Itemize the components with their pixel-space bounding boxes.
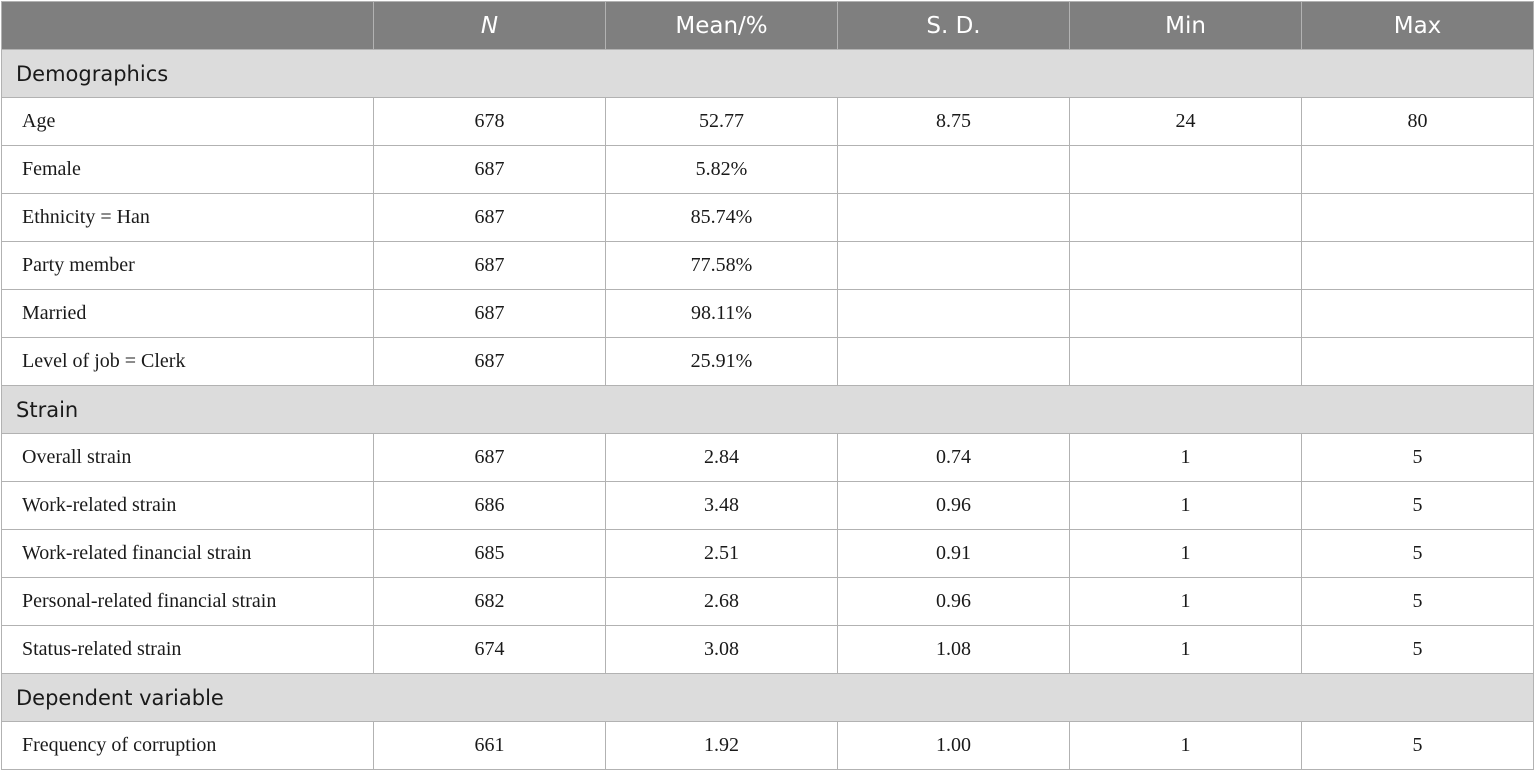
cell-max: 5 (1301, 481, 1534, 530)
cell-mean: 98.11% (605, 289, 838, 338)
row-label: Female (1, 145, 374, 194)
table-row: Status-related strain 674 3.08 1.08 1 5 (1, 625, 1534, 674)
row-label: Level of job = Clerk (1, 337, 374, 386)
cell-max: 5 (1301, 577, 1534, 626)
cell-min: 1 (1069, 721, 1302, 770)
header-cell-sd: S. D. (837, 1, 1070, 50)
header-cell-min: Min (1069, 1, 1302, 50)
row-label: Work-related financial strain (1, 529, 374, 578)
cell-mean: 2.68 (605, 577, 838, 626)
cell-sd: 1.00 (837, 721, 1070, 770)
row-label: Overall strain (1, 433, 374, 482)
cell-sd (837, 193, 1070, 242)
row-label: Frequency of corruption (1, 721, 374, 770)
section-row-demographics: Demographics (1, 49, 1534, 98)
cell-n: 682 (373, 577, 606, 626)
cell-mean: 5.82% (605, 145, 838, 194)
cell-min (1069, 241, 1302, 290)
header-cell-max: Max (1301, 1, 1534, 50)
cell-max (1301, 241, 1534, 290)
row-label: Work-related strain (1, 481, 374, 530)
section-title: Strain (1, 385, 1534, 434)
cell-sd: 1.08 (837, 625, 1070, 674)
cell-min: 1 (1069, 625, 1302, 674)
cell-max: 5 (1301, 625, 1534, 674)
header-row: N Mean/% S. D. Min Max (1, 1, 1534, 50)
row-label: Personal-related financial strain (1, 577, 374, 626)
cell-n: 686 (373, 481, 606, 530)
cell-max (1301, 337, 1534, 386)
cell-max (1301, 145, 1534, 194)
cell-n: 687 (373, 145, 606, 194)
table-row: Frequency of corruption 661 1.92 1.00 1 … (1, 721, 1534, 770)
cell-sd: 8.75 (837, 97, 1070, 146)
table-row: Work-related financial strain 685 2.51 0… (1, 529, 1534, 578)
cell-min: 24 (1069, 97, 1302, 146)
cell-sd: 0.96 (837, 577, 1070, 626)
cell-n: 685 (373, 529, 606, 578)
row-label: Age (1, 97, 374, 146)
row-label: Status-related strain (1, 625, 374, 674)
cell-n: 687 (373, 337, 606, 386)
cell-n: 674 (373, 625, 606, 674)
section-title: Demographics (1, 49, 1534, 98)
cell-max: 5 (1301, 433, 1534, 482)
cell-min (1069, 337, 1302, 386)
row-label: Party member (1, 241, 374, 290)
cell-max (1301, 289, 1534, 338)
cell-sd (837, 289, 1070, 338)
table-row: Female 687 5.82% (1, 145, 1534, 194)
cell-sd (837, 145, 1070, 194)
cell-n: 687 (373, 241, 606, 290)
cell-min (1069, 145, 1302, 194)
section-title: Dependent variable (1, 673, 1534, 722)
table-row: Overall strain 687 2.84 0.74 1 5 (1, 433, 1534, 482)
cell-max: 5 (1301, 529, 1534, 578)
cell-min (1069, 193, 1302, 242)
cell-mean: 1.92 (605, 721, 838, 770)
cell-n: 687 (373, 433, 606, 482)
cell-max: 5 (1301, 721, 1534, 770)
header-cell-n: N (373, 1, 606, 50)
cell-n: 678 (373, 97, 606, 146)
cell-min: 1 (1069, 529, 1302, 578)
row-label: Ethnicity = Han (1, 193, 374, 242)
cell-mean: 52.77 (605, 97, 838, 146)
table-row: Work-related strain 686 3.48 0.96 1 5 (1, 481, 1534, 530)
cell-mean: 2.51 (605, 529, 838, 578)
cell-sd: 0.91 (837, 529, 1070, 578)
table-row: Ethnicity = Han 687 85.74% (1, 193, 1534, 242)
section-row-strain: Strain (1, 385, 1534, 434)
cell-min: 1 (1069, 577, 1302, 626)
cell-n: 661 (373, 721, 606, 770)
cell-min (1069, 289, 1302, 338)
cell-n: 687 (373, 289, 606, 338)
table-row: Personal-related financial strain 682 2.… (1, 577, 1534, 626)
cell-mean: 2.84 (605, 433, 838, 482)
cell-max: 80 (1301, 97, 1534, 146)
cell-mean: 3.08 (605, 625, 838, 674)
cell-mean: 77.58% (605, 241, 838, 290)
cell-mean: 3.48 (605, 481, 838, 530)
cell-sd: 0.74 (837, 433, 1070, 482)
section-row-dependent-variable: Dependent variable (1, 673, 1534, 722)
table-row: Age 678 52.77 8.75 24 80 (1, 97, 1534, 146)
cell-sd (837, 241, 1070, 290)
cell-mean: 25.91% (605, 337, 838, 386)
header-cell-mean: Mean/% (605, 1, 838, 50)
table-row: Level of job = Clerk 687 25.91% (1, 337, 1534, 386)
cell-n: 687 (373, 193, 606, 242)
cell-mean: 85.74% (605, 193, 838, 242)
cell-sd: 0.96 (837, 481, 1070, 530)
cell-min: 1 (1069, 481, 1302, 530)
cell-min: 1 (1069, 433, 1302, 482)
table-row: Married 687 98.11% (1, 289, 1534, 338)
cell-sd (837, 337, 1070, 386)
table-row: Party member 687 77.58% (1, 241, 1534, 290)
row-label: Married (1, 289, 374, 338)
header-cell-variable (1, 1, 374, 50)
cell-max (1301, 193, 1534, 242)
